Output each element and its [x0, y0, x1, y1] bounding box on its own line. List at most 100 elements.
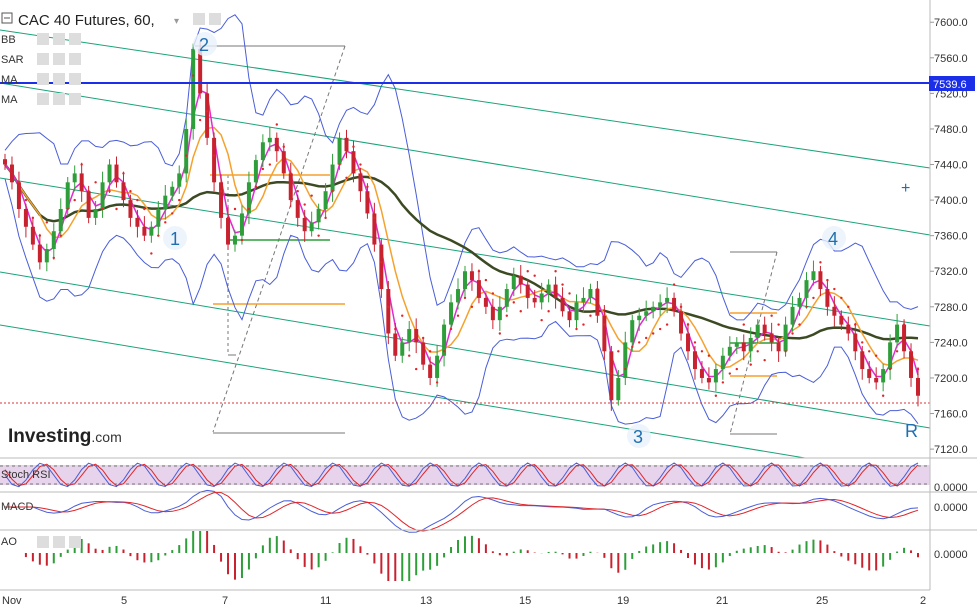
sar-dot [847, 305, 850, 309]
candle-body [449, 302, 454, 325]
sar-dot [268, 163, 272, 166]
candle-body [344, 137, 349, 152]
candle-body [16, 182, 21, 209]
time-tick-label: Nov [2, 595, 22, 607]
sar-dot [484, 278, 488, 282]
sar-dot [150, 252, 153, 255]
price-tick-label: 7560.0 [934, 53, 968, 65]
candle-body [44, 249, 49, 263]
sar-dot [707, 354, 711, 357]
indicator-ma-1[interactable]: MA [1, 74, 18, 86]
candle-body [692, 351, 697, 370]
time-tick-label: 25 [816, 595, 828, 607]
candle-body [490, 306, 495, 321]
sar-dot [833, 287, 836, 291]
candle-body [393, 333, 398, 356]
sar-dot [442, 350, 446, 353]
sar-dot [624, 367, 627, 371]
candle-body [86, 191, 91, 218]
sar-dot [686, 323, 690, 326]
candle-body [888, 342, 893, 370]
sar-dot [233, 207, 237, 211]
sar-dot [589, 314, 592, 317]
time-axis[interactable]: Nov 5 7 11 13 15 19 21 25 2 [2, 595, 926, 607]
candle-body [602, 315, 607, 352]
candle-body [881, 369, 886, 383]
sar-dot [115, 207, 118, 211]
price-axis[interactable]: 7600.0 7560.0 7520.0 7480.0 7440.0 7400.0 7360… [930, 17, 968, 456]
candle-body [462, 271, 467, 290]
stoch-rsi-label: Stoch RSI [1, 469, 51, 481]
sar-dot [658, 327, 662, 331]
sar-dot [895, 350, 899, 353]
sar-dot [561, 283, 564, 286]
sar-dot [665, 323, 669, 326]
price-tick-label: 7320.0 [934, 266, 968, 278]
candle-body [267, 137, 272, 143]
price-tick-label: 7120.0 [934, 444, 968, 456]
sar-dot [352, 145, 355, 148]
sar-dot [463, 296, 467, 300]
sar-dot [108, 190, 111, 193]
svg-text:Investing.com: Investing.com [8, 426, 122, 447]
awesome-oscillator-panel [24, 531, 919, 581]
sar-dot [819, 261, 822, 264]
candle-body [170, 186, 175, 196]
sar-dot [861, 341, 864, 344]
sar-dot [854, 323, 857, 326]
candle-body [156, 208, 161, 227]
sar-dot [679, 305, 683, 309]
candle-body [832, 306, 837, 316]
sar-dot [198, 118, 202, 122]
candle-body [72, 173, 77, 183]
svg-text:▾: ▾ [174, 16, 179, 27]
sar-dot [721, 381, 725, 384]
sar-dot [324, 216, 327, 220]
candle-body [483, 297, 488, 307]
sar-dot [449, 327, 453, 331]
candle-body [372, 213, 377, 245]
candle-body [51, 231, 56, 250]
candle-body [804, 280, 809, 298]
candle-body [226, 217, 231, 245]
sar-dot [470, 305, 474, 309]
candle-body [414, 329, 419, 343]
sar-dot [219, 190, 223, 193]
candle-body [79, 173, 84, 192]
sar-dot [477, 270, 481, 273]
indicator-bb[interactable]: BB [1, 34, 16, 46]
indicator-legend[interactable]: BB SAR MA MA [1, 33, 81, 106]
macd-line [5, 489, 919, 533]
price-marker: 7539.6 [929, 76, 975, 91]
price-tick-label: 7520.0 [934, 88, 968, 100]
candle-body [3, 159, 7, 165]
sar-dot [387, 305, 390, 309]
candle-body [727, 346, 732, 356]
sar-dot [505, 314, 509, 317]
candle-body [128, 200, 133, 218]
time-tick-label: 7 [222, 595, 228, 607]
indicator-ma-2[interactable]: MA [1, 94, 18, 106]
svg-text:7539.6: 7539.6 [933, 79, 967, 91]
candle-body [428, 364, 433, 378]
candle-body [253, 160, 258, 183]
indicator-sar[interactable]: SAR [1, 54, 24, 66]
candle-body [281, 151, 286, 174]
wave-label-2: 2 [199, 35, 209, 55]
crosshair-plus-icon[interactable]: + [901, 180, 910, 197]
sar-dot [359, 163, 362, 166]
sar-dot [554, 270, 557, 273]
candle-body [672, 297, 677, 312]
sar-dot [533, 274, 536, 277]
candle-body [149, 226, 154, 236]
sar-dot [254, 185, 258, 188]
time-tick-label: 5 [121, 595, 127, 607]
sar-dot [31, 216, 35, 220]
time-tick-label: 13 [420, 595, 432, 607]
candle-body [560, 297, 565, 312]
sar-dot [408, 354, 411, 357]
candle-body [637, 315, 642, 321]
ma-slow-line [4, 163, 919, 341]
sar-dot [421, 336, 425, 340]
